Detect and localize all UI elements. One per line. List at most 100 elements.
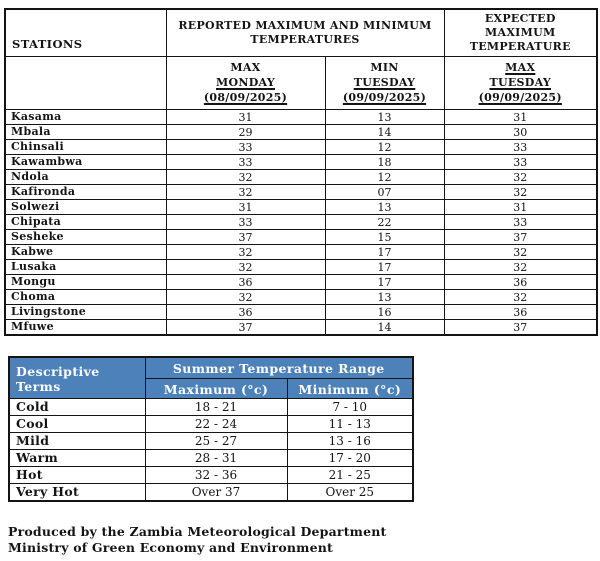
tuesday-label: TUESDAY — [353, 76, 416, 89]
min-tuesday-value-cell: 13 — [324, 109, 445, 125]
table-row: Choma 32 13 32 — [4, 289, 598, 305]
summer-temperature-range-table: Descriptive Terms Summer Temperature Ran… — [8, 356, 415, 502]
min-tuesday-value-cell: 07 — [324, 184, 445, 200]
table-row: Cool 22 - 24 11 - 13 — [8, 415, 414, 433]
table-row: Very Hot Over 37 Over 25 — [8, 483, 414, 502]
table-row: Mild 25 - 27 13 - 16 — [8, 432, 414, 450]
station-name-cell: Solwezi — [4, 199, 167, 215]
max-monday-value-cell: 32 — [165, 259, 326, 275]
min-range-cell: 21 - 25 — [286, 466, 414, 484]
expected-max-value-cell: 30 — [443, 124, 598, 140]
min-range-cell: 11 - 13 — [286, 415, 414, 433]
min-tuesday-value-cell: 15 — [324, 229, 445, 245]
min-tuesday-value-cell: 18 — [324, 154, 445, 170]
min-range-cell: Over 25 — [286, 483, 414, 502]
max-monday-value-cell: 31 — [165, 109, 326, 125]
descriptive-term-cell: Hot — [8, 466, 146, 484]
table-row: Ndola 32 12 32 — [4, 169, 598, 185]
table-row: Kasama 31 13 31 — [4, 109, 598, 125]
reported-group-header: REPORTED MAXIMUM AND MINIMUM TEMPERATURE… — [165, 8, 445, 57]
table-row: Livingstone 36 16 36 — [4, 304, 598, 320]
table-row: Mbala 29 14 30 — [4, 124, 598, 140]
max-monday-value-cell: 33 — [165, 139, 326, 155]
max-monday-value-cell: 33 — [165, 214, 326, 230]
table-row: Solwezi 31 13 31 — [4, 199, 598, 215]
table-row: Warm 28 - 31 17 - 20 — [8, 449, 414, 467]
monday-date-label: (08/09/2025) — [203, 91, 288, 104]
expected-max-value-cell: 33 — [443, 154, 598, 170]
min-tuesday-value-cell: 17 — [324, 274, 445, 290]
table-row: Lusaka 32 17 32 — [4, 259, 598, 275]
table-header-row-dates: MAX MONDAY (08/09/2025) MIN TUESDAY (09/… — [4, 56, 598, 110]
station-name-cell: Livingstone — [4, 304, 167, 320]
stations-column-header: STATIONS — [4, 8, 167, 57]
max-monday-value-cell: 31 — [165, 199, 326, 215]
table-row: Kabwe 32 17 32 — [4, 244, 598, 260]
max-range-cell: 18 - 21 — [144, 398, 288, 416]
stations-header-spacer — [4, 56, 167, 110]
tuesday-date-label: (09/09/2025) — [342, 91, 427, 104]
table-row: Hot 32 - 36 21 - 25 — [8, 466, 414, 484]
descriptive-term-cell: Very Hot — [8, 483, 146, 502]
station-name-cell: Kasama — [4, 109, 167, 125]
table-header-row-groups: STATIONS REPORTED MAXIMUM AND MINIMUM TE… — [4, 8, 598, 57]
expected-max-value-cell: 37 — [443, 319, 598, 336]
table-row: Sesheke 37 15 37 — [4, 229, 598, 245]
min-tuesday-value-cell: 12 — [324, 169, 445, 185]
range-table-body: Cold 18 - 21 7 - 10 Cool 22 - 24 11 - 13… — [8, 398, 414, 502]
monday-label: MONDAY — [216, 76, 275, 89]
station-name-cell: Sesheke — [4, 229, 167, 245]
descriptive-term-cell: Cold — [8, 398, 146, 416]
station-name-cell: Mbala — [4, 124, 167, 140]
min-tuesday-column-header: MIN TUESDAY (09/09/2025) — [324, 56, 445, 110]
station-name-cell: Kafironda — [4, 184, 167, 200]
station-name-cell: Mongu — [4, 274, 167, 290]
table-row: Chipata 33 22 33 — [4, 214, 598, 230]
stations-temperature-table: STATIONS REPORTED MAXIMUM AND MINIMUM TE… — [4, 8, 598, 336]
expected-group-header: EXPECTED MAXIMUM TEMPERATURE — [443, 8, 598, 57]
expected-max-value-cell: 32 — [443, 289, 598, 305]
table-row: Cold 18 - 21 7 - 10 — [8, 398, 414, 416]
min-range-cell: 7 - 10 — [286, 398, 414, 416]
expected-max-value-cell: 31 — [443, 109, 598, 125]
range-table-title-row: Descriptive Terms Summer Temperature Ran… — [8, 356, 414, 399]
max-monday-value-cell: 32 — [165, 184, 326, 200]
expected-max-value-cell: 36 — [443, 304, 598, 320]
max-monday-column-header: MAX MONDAY (08/09/2025) — [165, 56, 326, 110]
station-name-cell: Ndola — [4, 169, 167, 185]
expected-max-value-cell: 37 — [443, 229, 598, 245]
max-range-cell: 28 - 31 — [144, 449, 288, 467]
min-tuesday-value-cell: 14 — [324, 124, 445, 140]
minimum-column-header: Minimum (°c) — [286, 378, 414, 399]
max-monday-value-cell: 33 — [165, 154, 326, 170]
range-table-title: Summer Temperature Range — [144, 356, 414, 379]
station-name-cell: Kabwe — [4, 244, 167, 260]
max-monday-value-cell: 32 — [165, 169, 326, 185]
expected-max-label: MAX — [505, 61, 536, 74]
expected-max-value-cell: 32 — [443, 244, 598, 260]
min-tuesday-value-cell: 17 — [324, 259, 445, 275]
max-monday-value-cell: 36 — [165, 304, 326, 320]
expected-max-value-cell: 36 — [443, 274, 598, 290]
expected-max-value-cell: 33 — [443, 214, 598, 230]
max-monday-value-cell: 29 — [165, 124, 326, 140]
max-monday-value-cell: 37 — [165, 229, 326, 245]
expected-tuesday-label: TUESDAY — [489, 76, 552, 89]
expected-max-value-cell: 32 — [443, 169, 598, 185]
expected-max-value-cell: 32 — [443, 259, 598, 275]
descriptive-term-cell: Warm — [8, 449, 146, 467]
max-range-cell: Over 37 — [144, 483, 288, 502]
maximum-column-header: Maximum (°c) — [144, 378, 288, 399]
table-row: Chinsali 33 12 33 — [4, 139, 598, 155]
expected-tuesday-date-label: (09/09/2025) — [478, 91, 562, 104]
min-tuesday-value-cell: 13 — [324, 199, 445, 215]
min-tuesday-value-cell: 14 — [324, 319, 445, 336]
station-name-cell: Lusaka — [4, 259, 167, 275]
max-range-cell: 25 - 27 — [144, 432, 288, 450]
min-tuesday-value-cell: 12 — [324, 139, 445, 155]
range-table-colhead-row: Maximum (°c) Minimum (°c) — [9, 378, 414, 399]
min-label: MIN — [370, 61, 399, 74]
station-name-cell: Mfuwe — [4, 319, 167, 336]
station-name-cell: Chipata — [4, 214, 167, 230]
produced-by-line: Produced by the Zambia Meteorological De… — [8, 524, 387, 539]
